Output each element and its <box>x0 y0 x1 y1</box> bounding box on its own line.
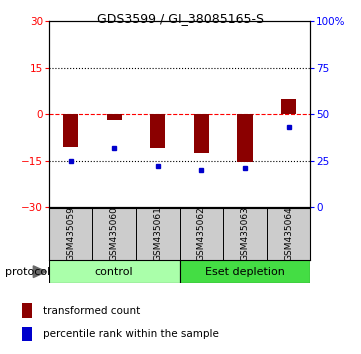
Bar <box>106 114 122 120</box>
Text: control: control <box>95 267 134 277</box>
Bar <box>238 114 253 162</box>
Text: protocol: protocol <box>5 267 51 276</box>
Bar <box>22 326 32 341</box>
Text: Eset depletion: Eset depletion <box>205 267 285 277</box>
Bar <box>150 114 165 148</box>
Text: GSM435060: GSM435060 <box>110 206 119 262</box>
Bar <box>49 260 179 283</box>
Bar <box>179 260 310 283</box>
Text: GDS3599 / GI_38085165-S: GDS3599 / GI_38085165-S <box>97 12 264 25</box>
Text: GSM435064: GSM435064 <box>284 207 293 261</box>
Text: GSM435061: GSM435061 <box>153 206 162 262</box>
Text: percentile rank within the sample: percentile rank within the sample <box>43 329 219 339</box>
Bar <box>281 99 296 114</box>
Text: transformed count: transformed count <box>43 306 140 316</box>
Text: GSM435063: GSM435063 <box>240 206 249 262</box>
Text: GSM435059: GSM435059 <box>66 206 75 262</box>
Bar <box>194 114 209 153</box>
Bar <box>63 114 78 147</box>
Text: GSM435062: GSM435062 <box>197 207 206 261</box>
Bar <box>22 303 32 318</box>
Polygon shape <box>33 266 46 278</box>
